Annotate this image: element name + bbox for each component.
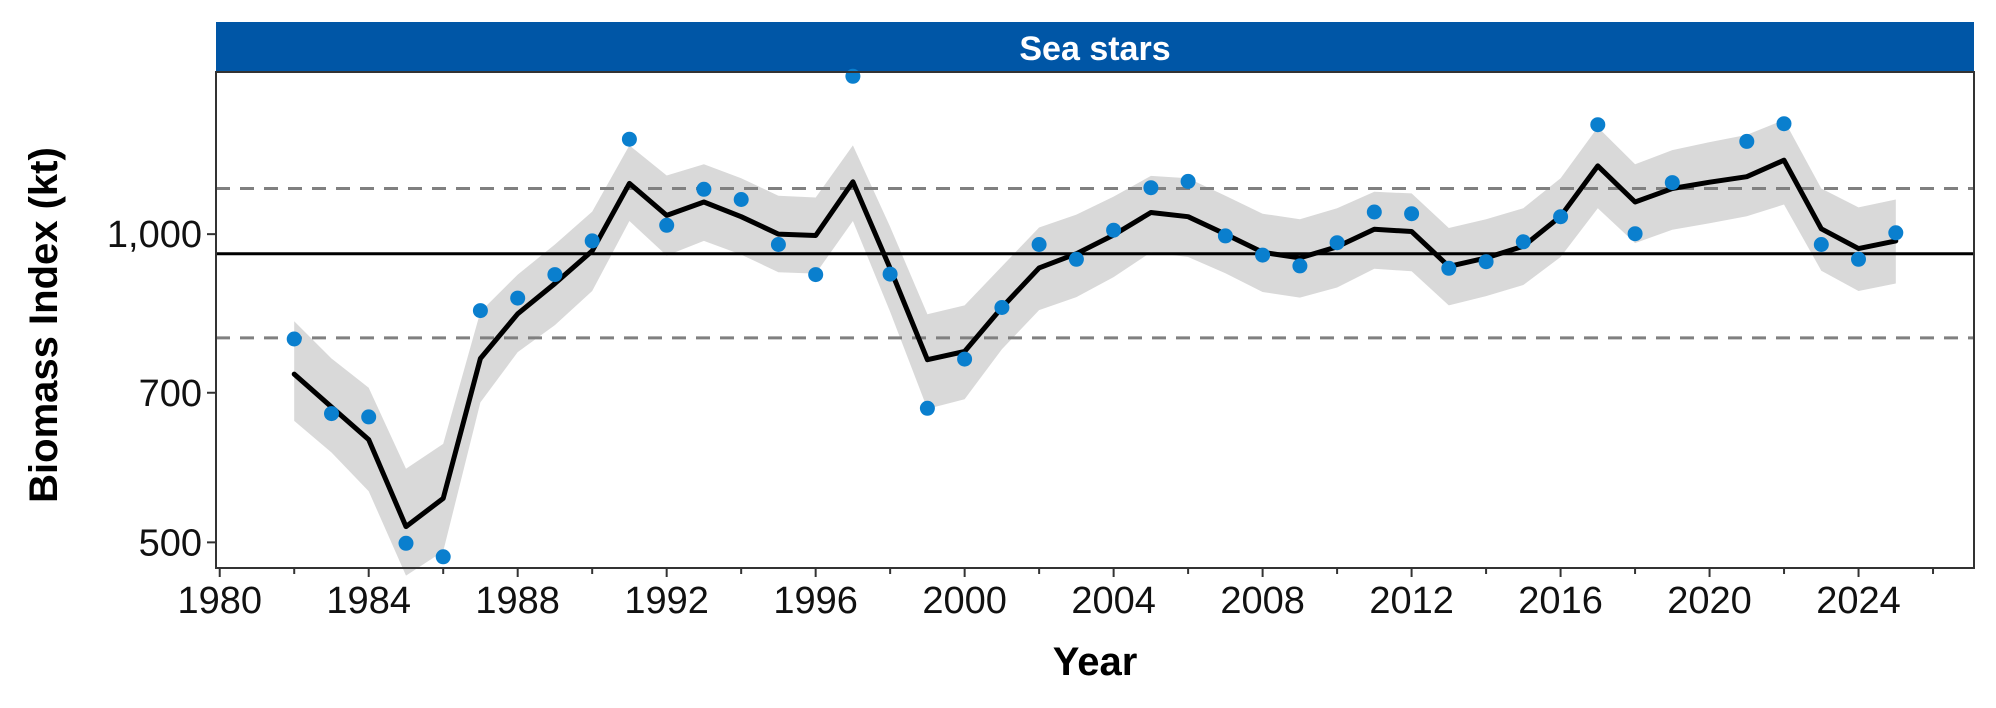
data-point <box>1068 251 1084 267</box>
data-point <box>733 192 749 207</box>
data-point <box>1590 117 1606 133</box>
y-axis-title: Biomass Index (kt) <box>22 147 66 503</box>
data-point <box>1813 237 1829 252</box>
data-point <box>1255 247 1271 263</box>
x-tick-label: 1996 <box>773 580 858 622</box>
x-tick-label: 2000 <box>922 580 1007 622</box>
data-point <box>1143 180 1159 196</box>
data-point <box>286 331 302 347</box>
data-point <box>1106 222 1122 238</box>
data-point <box>1553 209 1569 225</box>
data-point <box>882 266 898 282</box>
axes: 1980 1984 1988 1992 1996 2000 2004 2008 2012 2016… <box>107 214 1935 622</box>
data-point <box>398 535 414 551</box>
data-point <box>1627 226 1643 242</box>
x-tick-label: 2016 <box>1518 580 1603 622</box>
data-point <box>808 267 824 283</box>
y-tick-label: 500 <box>139 522 202 564</box>
data-point <box>324 406 339 422</box>
y-tick-label: 700 <box>139 373 202 415</box>
panel-border <box>215 71 1975 569</box>
data-point <box>361 409 377 425</box>
y-tick-label: 1,000 <box>107 214 202 256</box>
x-tick-label: 2004 <box>1071 580 1156 622</box>
data-point <box>696 181 712 197</box>
data-point <box>1776 116 1792 132</box>
x-tick-label: 2024 <box>1816 580 1901 622</box>
data-point <box>1888 225 1904 241</box>
data-point <box>770 237 786 252</box>
data-point <box>472 303 488 319</box>
data-point <box>435 549 451 565</box>
data-point <box>919 400 935 416</box>
data-point <box>1664 175 1680 191</box>
data-point <box>1217 228 1233 244</box>
data-point <box>994 300 1010 315</box>
data-point <box>621 131 637 147</box>
x-tick-label: 2012 <box>1369 580 1454 622</box>
data-point <box>1478 254 1494 270</box>
panel-strip: Sea stars <box>216 22 1974 72</box>
confidence-ribbon <box>294 119 1896 576</box>
data-point <box>659 217 675 233</box>
data-point <box>1329 235 1345 251</box>
x-tick-label: 1984 <box>326 580 411 622</box>
x-tick-label: 1980 <box>177 580 262 622</box>
data-point <box>1366 204 1382 220</box>
plot-area <box>216 68 1974 576</box>
data-point <box>1180 173 1196 189</box>
data-point <box>1739 133 1755 149</box>
data-point <box>1441 260 1457 276</box>
data-point <box>1515 234 1531 250</box>
x-tick-label: 1988 <box>475 580 560 622</box>
data-point <box>1292 258 1308 274</box>
x-tick-label: 1992 <box>624 580 709 622</box>
data-point <box>510 290 526 306</box>
data-point <box>957 351 973 367</box>
data-point <box>584 233 600 249</box>
x-tick-label: 2020 <box>1667 580 1752 622</box>
data-point <box>1851 251 1866 267</box>
panel-strip-background <box>216 22 1974 72</box>
panel-title: Sea stars <box>1019 30 1170 68</box>
data-point <box>547 267 563 283</box>
x-tick-label: 2008 <box>1220 580 1305 622</box>
data-point <box>1031 237 1047 252</box>
x-axis-title: Year <box>1053 640 1138 684</box>
data-point <box>1404 206 1420 222</box>
